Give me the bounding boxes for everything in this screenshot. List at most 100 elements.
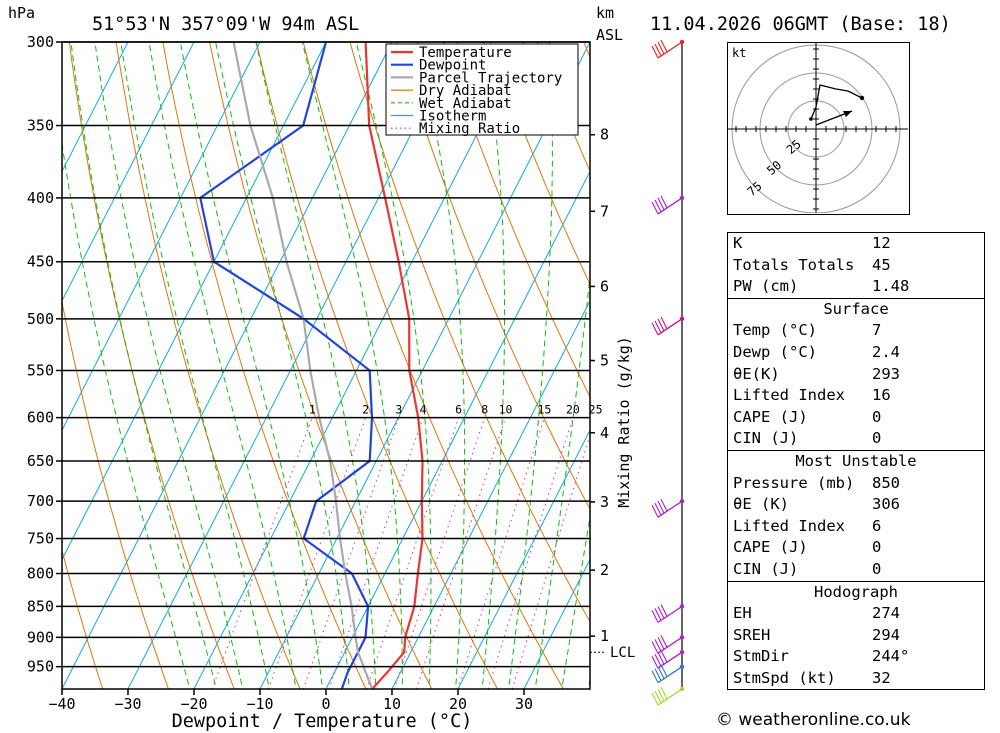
isotherm-line — [62, 42, 327, 561]
mixing-ratio-value-label: 25 — [589, 403, 603, 417]
dry-adiabat-line — [62, 548, 104, 689]
mixing-ratio-value-label: 1 — [309, 403, 316, 417]
surface-value: 0 — [872, 429, 882, 448]
pressure-tick-label: 300 — [27, 33, 54, 51]
isotherm-line — [62, 42, 195, 302]
x-tick-label: −30 — [114, 695, 141, 713]
isotherm-line — [0, 5, 15, 695]
most-unstable-row: Lifted Index 6 — [728, 516, 984, 538]
wet-adiabat-line — [94, 42, 244, 689]
wet-adiabat-line — [481, 42, 506, 689]
hodograph-ring-label: 75 — [745, 179, 765, 199]
dry-adiabat-line — [0, 5, 38, 695]
most-unstable-row: CAPE (J) 0 — [728, 537, 984, 559]
most-unstable-row: Pressure (mb) 850 — [728, 473, 984, 495]
index-value: 45 — [872, 255, 891, 274]
mixing-ratio-line — [457, 417, 545, 689]
hodograph-param-value: 274 — [872, 604, 900, 623]
km-tick-label: 6 — [600, 277, 609, 295]
mixing-ratio-value-label: 6 — [455, 403, 462, 417]
hodograph-ring-label: 25 — [784, 137, 804, 157]
hodograph-param-label: EH — [733, 604, 752, 623]
mixing-ratio-line — [366, 417, 460, 689]
surface-row: θE(K) 293 — [728, 364, 984, 386]
isotherm-line — [62, 42, 393, 689]
most-unstable-row: θE (K) 306 — [728, 494, 984, 516]
pressure-tick-label: 850 — [27, 597, 54, 615]
surface-label: CAPE (J) — [733, 407, 808, 426]
mixing-ratio-line — [267, 417, 367, 689]
series-dewpoint-line — [199, 42, 374, 689]
isotherm-line — [523, 558, 590, 689]
km-tick-label: 3 — [600, 493, 609, 511]
legend-entry-label: Wet Adiabat — [419, 96, 512, 112]
pressure-tick-label: 400 — [27, 189, 54, 207]
pressure-unit-label: hPa — [8, 4, 35, 22]
isotherm-line — [325, 170, 590, 689]
km-tick-label: 8 — [600, 126, 609, 144]
pressure-tick-label: 550 — [27, 361, 54, 379]
km-unit-label: km — [596, 4, 614, 22]
hodograph-param-label: StmDir — [733, 647, 789, 666]
x-tick-label: −40 — [48, 695, 75, 713]
hodograph-panel: kt 25 50 75 — [727, 42, 910, 215]
most-unstable-value: 6 — [872, 516, 882, 535]
wind-barb — [651, 664, 685, 684]
wind-barb — [651, 498, 685, 518]
mixing-ratio-value-label: 20 — [566, 403, 580, 417]
dry-adiabat-line — [162, 42, 367, 689]
index-row: PW (cm) 1.48 — [728, 276, 984, 298]
hodograph-ring-label: 50 — [764, 158, 784, 178]
surface-row: Temp (°C) 7 — [728, 320, 984, 342]
legend-entry-label: Dry Adiabat — [419, 83, 512, 99]
isotherm-line — [62, 42, 63, 44]
credit-text: © weatheronline.co.uk — [716, 710, 911, 730]
surface-label: Temp (°C) — [733, 321, 817, 340]
pressure-tick-label: 600 — [27, 409, 54, 427]
index-label: Totals Totals — [733, 255, 855, 274]
mixing-ratio-axis-label: Mixing Ratio (g/kg) — [615, 336, 633, 508]
legend-entry-label: Temperature — [419, 45, 512, 61]
hodograph-param-value: 32 — [872, 668, 891, 687]
x-tick-label: 30 — [515, 695, 533, 713]
most-unstable-value: 0 — [872, 559, 882, 578]
isotherm-line — [62, 42, 129, 173]
x-axis-label: Dewpoint / Temperature (°C) — [172, 711, 473, 732]
x-tick-label: 0 — [321, 695, 330, 713]
most-unstable-value: 0 — [872, 538, 882, 557]
legend-entry-label: Parcel Trajectory — [419, 70, 562, 86]
surface-value: 293 — [872, 364, 900, 383]
index-value: 12 — [872, 234, 891, 252]
hodograph-section-title: Hodograph — [728, 580, 984, 604]
most-unstable-label: CIN (J) — [733, 559, 799, 578]
mixing-ratio-value-label: 10 — [499, 403, 513, 417]
wet-adiabat-line — [417, 42, 466, 689]
most-unstable-label: Lifted Index — [733, 516, 845, 535]
hodograph-param-row: StmSpd (kt) 32 — [728, 668, 984, 690]
wet-adiabat-line — [534, 272, 590, 689]
wind-barb — [651, 635, 685, 654]
index-row: K 12 — [728, 233, 984, 255]
surface-row: CIN (J) 0 — [728, 428, 984, 450]
wet-adiabat-line — [148, 42, 297, 689]
pressure-tick-label: 450 — [27, 253, 54, 271]
dry-adiabat-line — [68, 42, 235, 689]
x-tick-label: 20 — [449, 695, 467, 713]
wind-barb — [651, 195, 685, 215]
km-tick-label: 1 — [600, 627, 609, 645]
pressure-tick-label: 750 — [27, 530, 54, 548]
index-label: PW (cm) — [733, 277, 799, 296]
wind-barb — [651, 316, 685, 336]
x-tick-label: 10 — [383, 695, 401, 713]
wet-adiabat-line — [355, 42, 432, 689]
hodograph-param-row: EH 274 — [728, 603, 984, 625]
km-tick-label: 4 — [600, 424, 609, 442]
pressure-tick-label: 350 — [27, 117, 54, 135]
mixing-ratio-line — [511, 433, 590, 689]
indices-panel: K 12 Totals Totals 45 PW (cm) 1.48 Surface Te… — [727, 232, 985, 691]
km-tick-label: 5 — [600, 352, 609, 370]
surface-label: Dewp (°C) — [733, 342, 817, 361]
mixing-ratio-line — [211, 417, 313, 689]
